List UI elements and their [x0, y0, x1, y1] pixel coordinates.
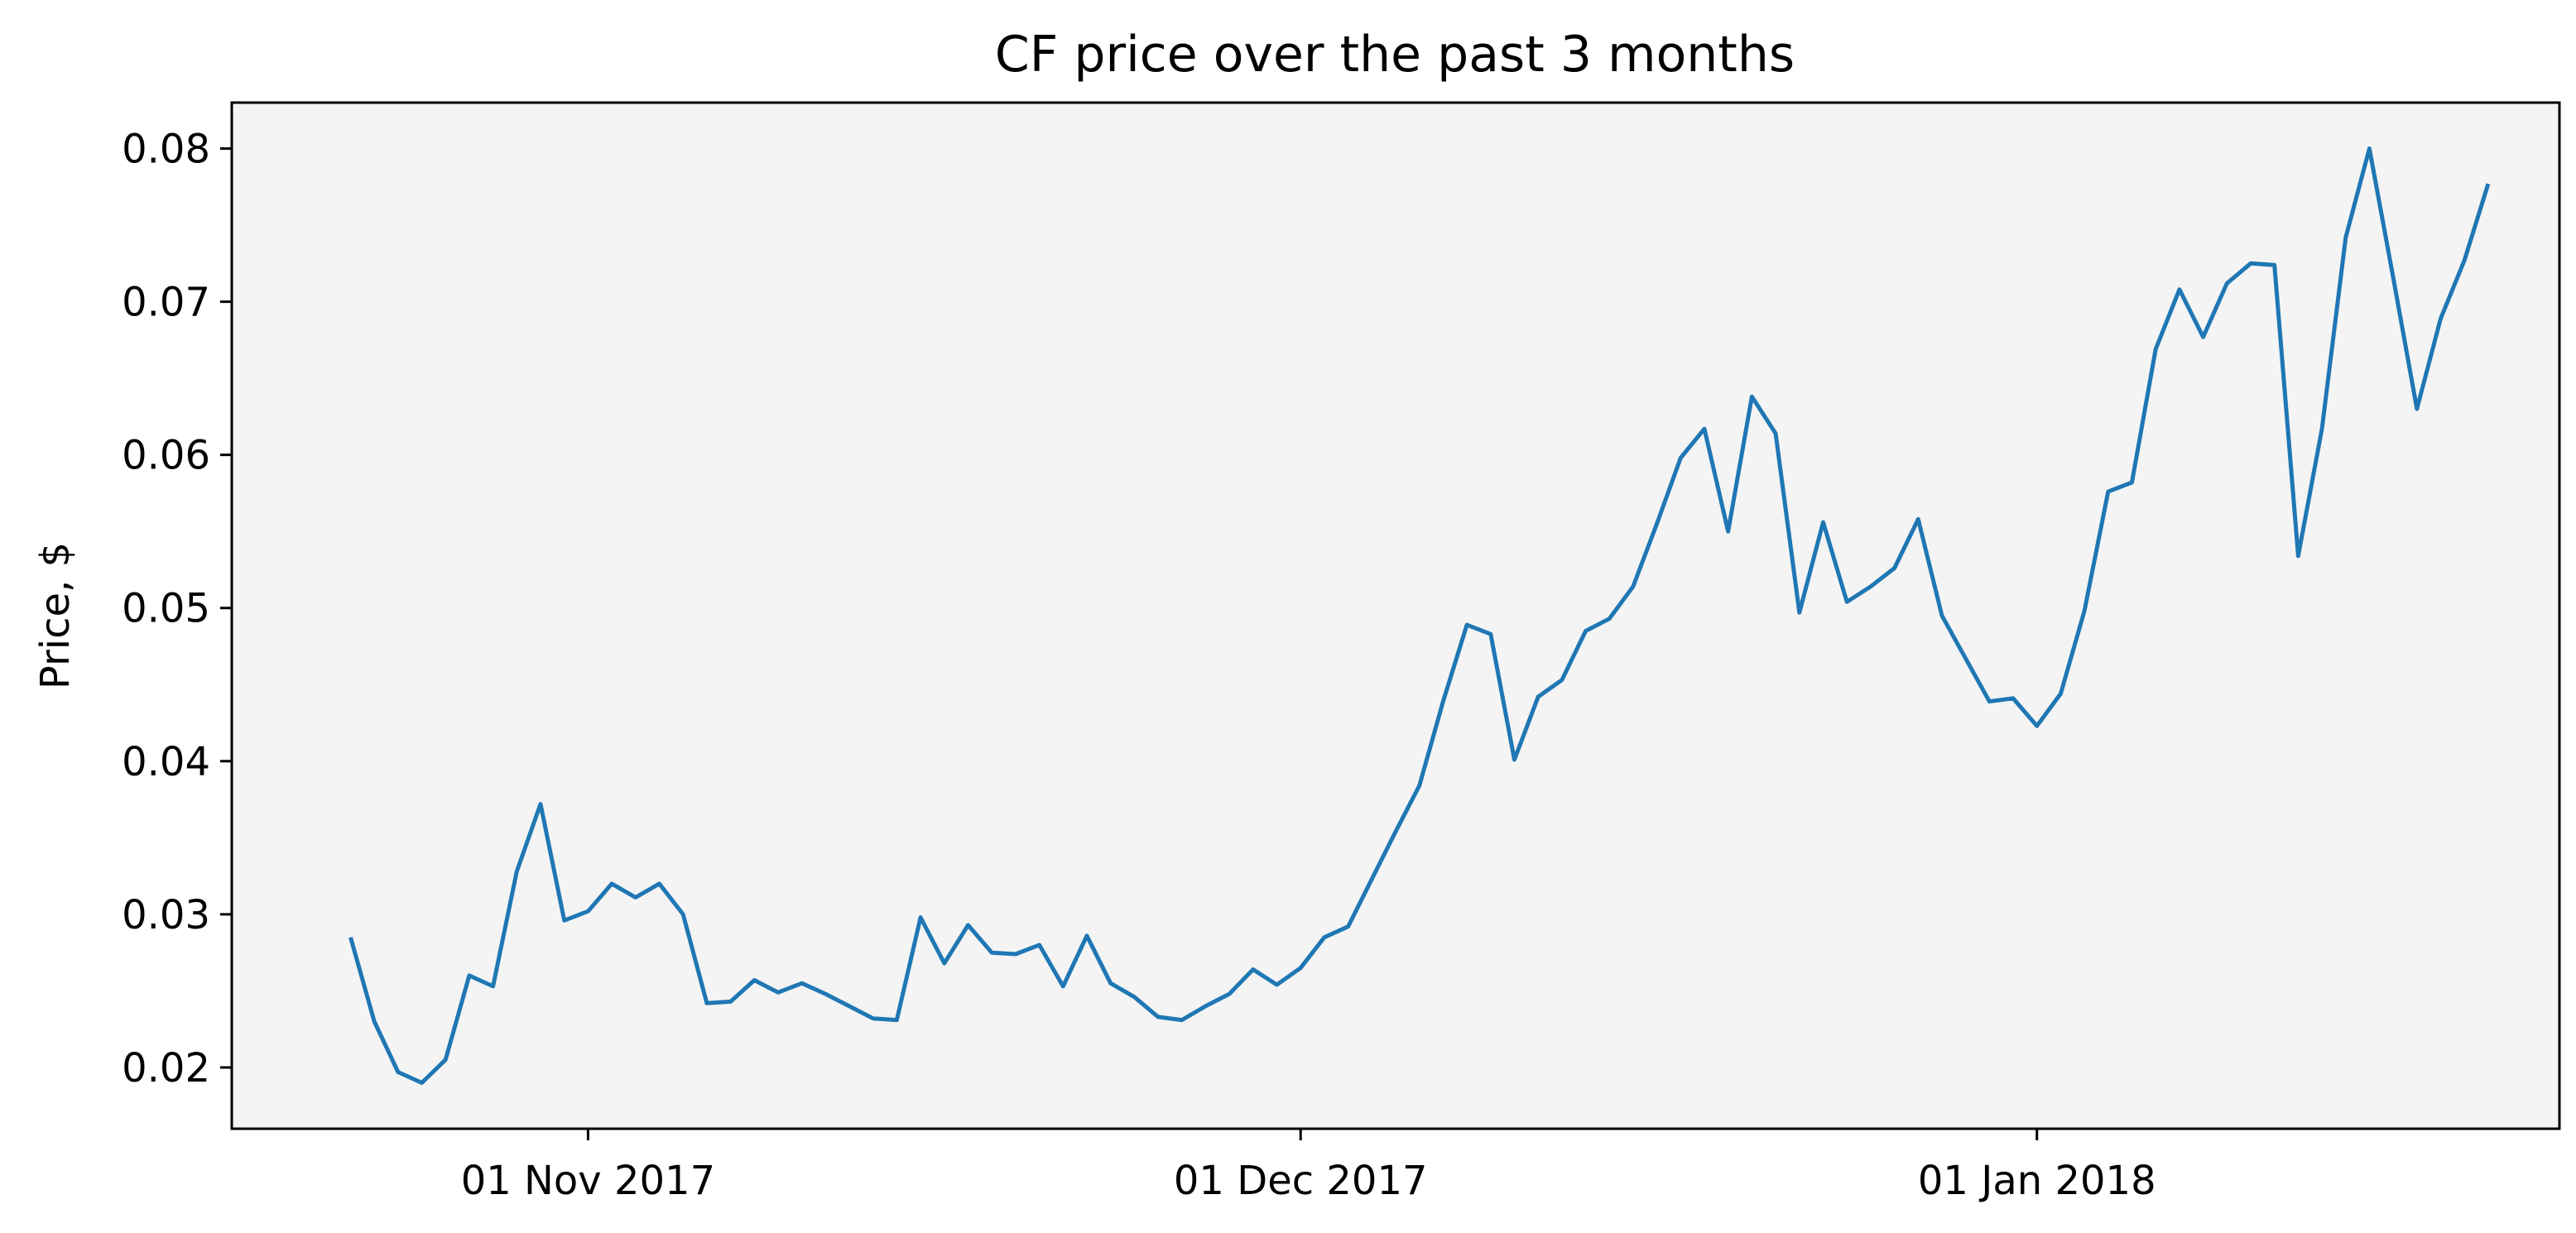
x-tick-label: 01 Jan 2018	[1918, 1158, 2156, 1204]
y-tick-label: 0.05	[122, 586, 210, 632]
chart-title: CF price over the past 3 months	[995, 26, 1795, 84]
y-tick-label: 0.02	[122, 1045, 210, 1091]
y-tick-label: 0.08	[122, 127, 210, 173]
y-tick-label: 0.03	[122, 892, 210, 938]
x-axis: 01 Nov 2017 01 Dec 2017 01 Jan 2018	[461, 1129, 2156, 1204]
plot-area	[232, 103, 2559, 1129]
y-tick-label: 0.07	[122, 280, 210, 326]
y-axis: 0.02 0.03 0.04 0.05 0.06 0.07 0.08	[122, 127, 232, 1091]
y-axis-label: Price, $	[32, 542, 79, 689]
y-tick-label: 0.06	[122, 433, 210, 479]
x-tick-label: 01 Nov 2017	[461, 1158, 715, 1204]
price-series-line	[348, 146, 2491, 1085]
plot-frame	[230, 101, 2561, 1130]
x-tick-label: 01 Dec 2017	[1174, 1158, 1428, 1204]
y-tick-label: 0.04	[122, 739, 210, 785]
